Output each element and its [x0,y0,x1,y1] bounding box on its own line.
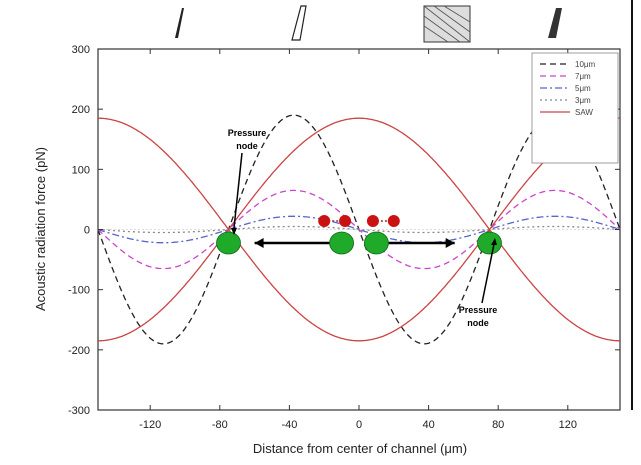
motion-arrowhead [445,238,455,248]
pressure-node-right-label-1: Pressure [459,305,498,315]
pressure-node-right-arrowhead [491,238,497,245]
series-line-5m [97,215,621,244]
top-schematic [175,5,562,43]
legend-label: 10μm [575,60,596,69]
pressure-node-right-pointer [481,243,495,304]
x-tick-label: -80 [212,419,228,431]
pressure-node-left-pointer [233,152,243,229]
x-axis-label: Distance from center of channel (μm) [253,441,467,456]
series-line-SAW [98,117,620,342]
x-tick-label: 40 [422,419,434,431]
axis-ticks: -120 -80 -40 0 40 80 120 300 200 100 0 -100 -200 -300 [68,44,620,431]
green-particle [216,231,241,255]
schematic-sliver-3 [548,8,562,38]
pressure-node-left-label-1: Pressure [228,128,267,138]
y-axis-label: Acoustic radiation force (pN) [33,147,48,311]
legend-label: 3μm [575,96,591,105]
y-tick-label: 100 [72,164,90,176]
legend: 10μm 7μm 5μm 3μm SAW [531,52,619,164]
schematic-sliver-1 [175,8,184,38]
green-particle [363,231,389,255]
legend-label: 5μm [575,84,591,93]
series-line-SAW-mirror [98,117,620,342]
x-tick-label: -40 [281,419,297,431]
pressure-node-right-label-2: node [467,318,489,328]
legend-label: SAW [575,108,593,117]
y-tick-label: 200 [72,104,90,116]
x-tick-label: -120 [139,419,161,431]
x-tick-label: 80 [492,419,504,431]
legend-box [531,52,619,164]
motion-arrowhead [254,238,264,248]
x-tick-label: 120 [559,419,577,431]
pressure-node-left-label-2: node [236,141,258,151]
green-particle [329,231,355,255]
pressure-node-left-arrowhead [231,228,237,235]
y-tick-label: -300 [68,405,90,417]
schematic-hatch [423,5,471,43]
y-tick-label: -200 [68,345,90,357]
x-tick-label: 0 [356,419,362,431]
y-tick-label: -100 [68,285,90,297]
y-tick-label: 0 [84,225,90,237]
schematic-sliver-2 [291,5,307,41]
green-particle [477,231,502,255]
y-tick-label: 300 [72,44,90,56]
legend-label: 7μm [575,72,591,81]
particle-overlay [216,215,502,255]
series-line-3m [97,225,621,234]
